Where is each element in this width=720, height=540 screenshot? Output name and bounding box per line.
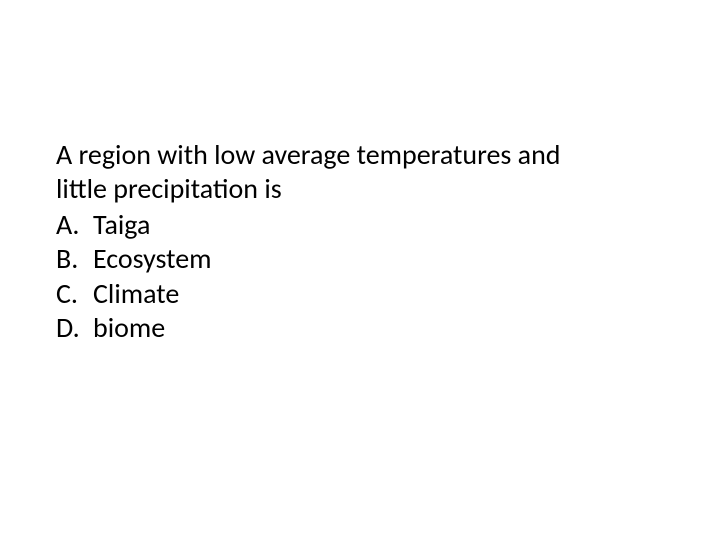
question-stem: A region with low average temperatures a… — [56, 138, 656, 206]
option-letter: B. — [56, 242, 93, 276]
option-text: Climate — [93, 277, 656, 311]
option-row: D. biome — [56, 311, 656, 345]
option-letter: D. — [56, 311, 93, 345]
option-letter: C. — [56, 277, 93, 311]
option-row: C. Climate — [56, 277, 656, 311]
stem-line-2: little precipitation is — [56, 171, 282, 206]
question-block: A region with low average temperatures a… — [56, 138, 656, 345]
option-row: B. Ecosystem — [56, 242, 656, 276]
option-letter: A. — [56, 208, 93, 242]
option-text: Ecosystem — [93, 242, 656, 276]
option-text: biome — [93, 311, 656, 345]
stem-line-1: A region with low average temperatures a… — [56, 137, 561, 172]
option-row: A. Taiga — [56, 208, 656, 242]
options-list: A. Taiga B. Ecosystem C. Climate D. biom… — [56, 208, 656, 345]
option-text: Taiga — [93, 208, 656, 242]
